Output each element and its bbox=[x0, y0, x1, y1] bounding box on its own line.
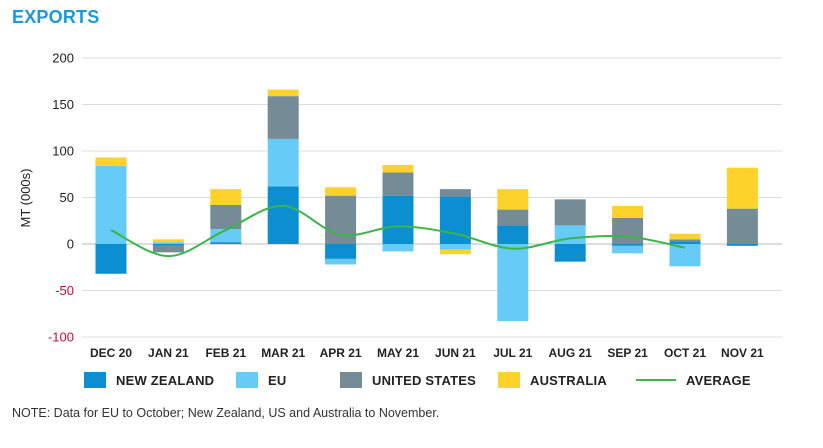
bar-segment-eu bbox=[439, 244, 471, 250]
bar-segment-united-states bbox=[439, 189, 471, 197]
bar-segment-new-zealand bbox=[554, 244, 586, 262]
x-category-label: OCT 21 bbox=[664, 346, 706, 360]
x-category-label: JAN 21 bbox=[148, 346, 189, 360]
exports-chart: 200 150 100 50 0 -50 -100 DEC 20 JAN 21 FEB 21 MA… bbox=[18, 51, 782, 388]
bar-segment-new-zealand bbox=[726, 244, 758, 246]
y-tick-label: -50 bbox=[55, 283, 74, 298]
average-line-group bbox=[110, 204, 686, 258]
bar-segment-eu bbox=[325, 258, 357, 265]
bar-segment-australia bbox=[267, 89, 299, 97]
x-category-label: NOV 21 bbox=[721, 346, 764, 360]
x-category-label: FEB 21 bbox=[205, 346, 246, 360]
x-category-label: DEC 20 bbox=[90, 346, 132, 360]
bar-segment-australia bbox=[382, 164, 414, 173]
bar-segment-united-states bbox=[726, 208, 758, 244]
bars bbox=[95, 89, 758, 322]
legend-label: UNITED STATES bbox=[372, 373, 476, 388]
bar-segment-new-zealand bbox=[210, 242, 242, 244]
bar-segment-united-states bbox=[152, 245, 184, 253]
x-category-label: AUG 21 bbox=[549, 346, 593, 360]
bar-segment-eu bbox=[95, 165, 127, 244]
bar-segment-united-states bbox=[382, 172, 414, 196]
legend-swatch-australia bbox=[498, 372, 520, 388]
bar-segment-australia bbox=[497, 189, 529, 210]
y-tick-label: 50 bbox=[60, 190, 74, 205]
bar-segment-australia bbox=[210, 189, 242, 205]
legend-label: EU bbox=[268, 373, 286, 388]
legend-swatch-eu bbox=[236, 372, 258, 388]
x-category-label: MAR 21 bbox=[261, 346, 305, 360]
bar-segment-new-zealand bbox=[497, 225, 529, 244]
bar-segment-united-states bbox=[267, 96, 299, 139]
y-tick-label: 200 bbox=[52, 51, 74, 66]
legend-swatch-new-zealand bbox=[84, 372, 106, 388]
x-category-label: JUL 21 bbox=[493, 346, 532, 360]
bar-segment-new-zealand bbox=[325, 244, 357, 259]
bar-segment-australia bbox=[152, 239, 184, 243]
legend-label: AUSTRALIA bbox=[530, 373, 607, 388]
bar-segment-eu bbox=[612, 245, 644, 254]
x-category-label: SEP 21 bbox=[607, 346, 648, 360]
y-tick-label: 0 bbox=[67, 237, 74, 252]
footnote: NOTE: Data for EU to October; New Zealan… bbox=[12, 406, 440, 420]
gridlines bbox=[82, 57, 782, 338]
bar-segment-united-states bbox=[554, 199, 586, 226]
chart-title: EXPORTS bbox=[12, 7, 100, 27]
bar-segment-eu bbox=[152, 242, 184, 244]
bar-segment-new-zealand bbox=[669, 241, 701, 244]
bar-segment-new-zealand bbox=[612, 244, 644, 246]
x-category-label: MAY 21 bbox=[377, 346, 419, 360]
legend-swatch-united-states bbox=[340, 372, 362, 388]
bar-segment-australia bbox=[439, 249, 471, 255]
legend-label: AVERAGE bbox=[686, 373, 751, 388]
bar-segment-eu bbox=[210, 229, 242, 243]
bar-segment-eu bbox=[267, 138, 299, 187]
y-axis-label: MT (000s) bbox=[18, 169, 33, 228]
bar-segment-new-zealand bbox=[152, 244, 184, 246]
bar-segment-eu bbox=[669, 244, 701, 267]
x-category-label: APR 21 bbox=[320, 346, 362, 360]
x-category-label: JUN 21 bbox=[435, 346, 476, 360]
bar-segment-new-zealand bbox=[267, 186, 299, 244]
bar-segment-australia bbox=[669, 233, 701, 240]
bar-segment-new-zealand bbox=[382, 195, 414, 244]
bar-segment-united-states bbox=[612, 217, 644, 244]
y-tick-labels: 200 150 100 50 0 -50 -100 bbox=[48, 51, 74, 345]
bar-segment-australia bbox=[325, 187, 357, 196]
y-tick-label: 150 bbox=[52, 97, 74, 112]
bar-segment-united-states bbox=[325, 195, 357, 244]
bar-segment-united-states bbox=[497, 209, 529, 226]
y-tick-label: 100 bbox=[52, 144, 74, 159]
bar-segment-eu bbox=[382, 244, 414, 252]
average-line bbox=[110, 204, 686, 258]
bar-segment-australia bbox=[726, 167, 758, 209]
bar-segment-new-zealand bbox=[95, 244, 127, 274]
bar-segment-australia bbox=[612, 205, 644, 218]
legend-label: NEW ZEALAND bbox=[116, 373, 214, 388]
y-tick-label: -100 bbox=[48, 330, 74, 345]
x-category-labels: DEC 20 JAN 21 FEB 21 MAR 21 APR 21 MAY 21 JUN … bbox=[90, 346, 764, 360]
bar-segment-eu bbox=[497, 244, 529, 322]
bar-segment-united-states bbox=[669, 239, 701, 242]
legend: NEW ZEALAND EU UNITED STATES AUSTRALIA AVERA… bbox=[84, 372, 751, 388]
bar-segment-australia bbox=[95, 157, 127, 166]
